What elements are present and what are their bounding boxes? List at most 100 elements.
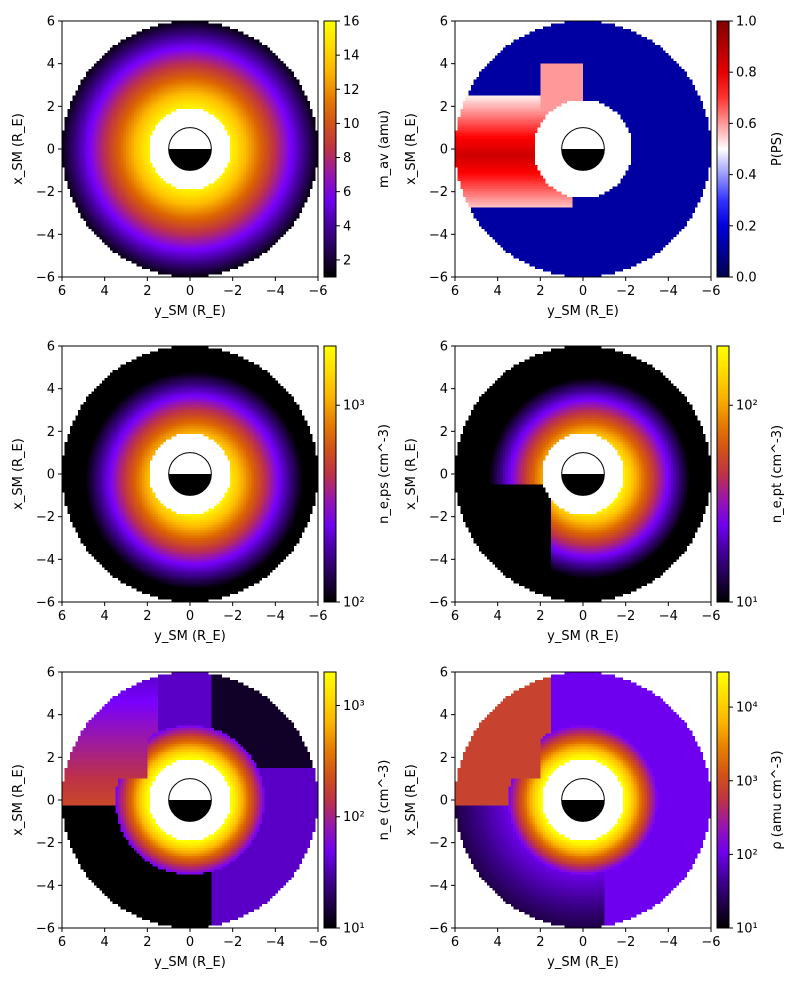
colorbar [716,20,730,278]
y-tick-label: −2 [429,185,448,200]
x-tick-label: −6 [701,935,720,950]
x-tick-label: 2 [143,935,151,950]
y-tick-label: −4 [429,228,448,243]
y-tick-label: 6 [47,15,55,30]
colorbar-tick-label: 10 [343,117,360,132]
x-axis-label: y_SM (R_E) [547,629,619,644]
colorbar-tick-label: 10⁴ [736,701,758,716]
x-tick-label: −6 [701,609,720,624]
colorbar-tick-label: 10¹ [736,596,758,611]
y-tick-label: −6 [429,271,448,286]
colorbar [716,671,730,929]
x-tick-label: −4 [266,609,285,624]
y-tick-label: 0 [47,143,55,158]
y-tick-label: −6 [36,596,55,611]
panel-5: 6 4 2 0 −2 −4 −6 −6 −4 −2 0 2 4 6 y_SM (R_E) x_SM (R_E)… [11,666,392,971]
colorbar-label: m_av (amu) [377,110,392,188]
colorbar-tick-label: 10³ [736,774,758,789]
earth-nightside [168,474,212,496]
colorbar-label: ρ (amu cm^-3) [770,750,785,849]
y-tick-label: 6 [47,666,55,681]
x-tick-label: 0 [186,609,194,624]
x-tick-label: 2 [536,284,544,299]
colorbar-tick-label: 10² [736,399,758,414]
y-tick-label: −4 [36,553,55,568]
y-tick-label: −2 [429,836,448,851]
y-tick-label: 6 [47,340,55,355]
x-tick-label: 6 [58,935,66,950]
x-tick-label: −4 [266,284,285,299]
colorbar [716,345,730,603]
y-tick-label: 2 [47,100,55,115]
x-tick-label: −4 [659,609,678,624]
y-tick-label: 0 [47,794,55,809]
x-tick-label: −4 [266,935,285,950]
x-axis-label: y_SM (R_E) [154,304,226,319]
y-tick-label: 4 [47,708,55,723]
y-tick-label: −2 [36,185,55,200]
colorbar-label: P(PS) [770,132,785,166]
x-tick-label: −2 [616,284,635,299]
x-tick-label: −2 [223,935,242,950]
x-tick-label: 6 [451,284,459,299]
x-tick-label: 4 [494,284,502,299]
y-tick-label: 6 [440,15,448,30]
colorbar-tick-label: 10³ [343,699,365,714]
colorbar-tick-label: 0.8 [736,66,757,81]
colorbar-label: n_e,ps (cm^-3) [377,424,392,524]
x-tick-label: 4 [494,935,502,950]
y-tick-label: −4 [429,879,448,894]
x-tick-label: −2 [223,284,242,299]
y-tick-label: 4 [440,57,448,72]
y-axis-label: x_SM (R_E) [11,764,26,836]
x-tick-label: −4 [659,935,678,950]
x-tick-label: 4 [101,609,109,624]
x-tick-label: 0 [579,284,587,299]
y-tick-label: −6 [429,596,448,611]
x-tick-label: 6 [451,609,459,624]
y-tick-label: 2 [47,751,55,766]
colorbar [323,671,337,929]
x-tick-label: −4 [659,284,678,299]
panel-2: 6 4 2 0 −2 −4 −6 −6 −4 −2 0 2 4 6 y_SM (R_E) x_SM (R_E)… [404,15,785,320]
y-tick-label: 2 [440,100,448,115]
x-tick-label: 2 [536,935,544,950]
colorbar-tick-label: 16 [343,15,360,30]
earth-nightside [561,149,605,171]
x-tick-label: 0 [186,284,194,299]
x-tick-label: −6 [308,609,327,624]
x-tick-label: −6 [308,935,327,950]
y-axis-label: x_SM (R_E) [11,113,26,185]
colorbar-tick-label: 1.0 [736,15,757,30]
y-tick-label: −4 [36,879,55,894]
panel-1: 6 4 2 0 −2 −4 −6 −6 −4 −2 0 2 4 6 y_SM (R_E) x_SM (R_E)… [11,15,392,320]
colorbar-tick-label: 10¹ [736,922,758,937]
colorbar-tick-label: 4 [343,219,351,234]
x-axis-label: y_SM (R_E) [547,304,619,319]
x-tick-label: −2 [616,609,635,624]
x-tick-label: −2 [616,935,635,950]
x-tick-label: 6 [58,609,66,624]
y-tick-label: −4 [36,228,55,243]
x-tick-label: −6 [308,284,327,299]
colorbar-tick-label: 10³ [343,399,365,414]
colorbar-label: n_e (cm^-3) [377,760,392,841]
earth-nightside [168,149,212,171]
colorbar-tick-label: 0.6 [736,117,757,132]
colorbar-tick-label: 10² [736,848,758,863]
y-tick-label: −2 [36,510,55,525]
x-tick-label: 0 [579,935,587,950]
y-tick-label: 4 [440,708,448,723]
y-axis-label: x_SM (R_E) [11,438,26,510]
y-axis-label: x_SM (R_E) [404,764,419,836]
panel-4: 6 4 2 0 −2 −4 −6 −6 −4 −2 0 2 4 6 y_SM (R_E) x_SM (R_E)… [404,340,785,645]
y-tick-label: 2 [47,425,55,440]
y-tick-label: 2 [440,425,448,440]
x-tick-label: −6 [701,284,720,299]
y-tick-label: −2 [429,510,448,525]
colorbar-tick-label: 8 [343,151,351,166]
x-axis-label: y_SM (R_E) [154,955,226,970]
x-axis-label: y_SM (R_E) [547,955,619,970]
panel-6: 6 4 2 0 −2 −4 −6 −6 −4 −2 0 2 4 6 y_SM (R_E) x_SM (R_E)… [404,666,785,971]
